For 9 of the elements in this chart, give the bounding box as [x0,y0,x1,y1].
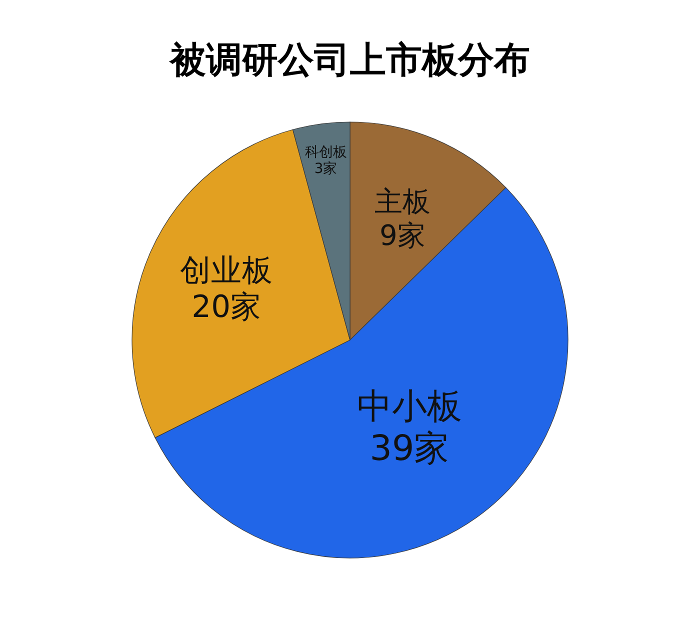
slice-label: 创业板 [180,253,274,288]
slice-label: 主板 [374,185,430,218]
data-label: 3家 [314,161,338,178]
chart-title: 被调研公司上市板分布 [168,40,530,81]
data-label: 20家 [192,290,262,325]
slice-label: 中小板 [356,387,462,428]
slice-label: 科创板 [304,144,347,160]
data-label: 9家 [379,218,426,252]
data-label: 39家 [370,429,450,470]
